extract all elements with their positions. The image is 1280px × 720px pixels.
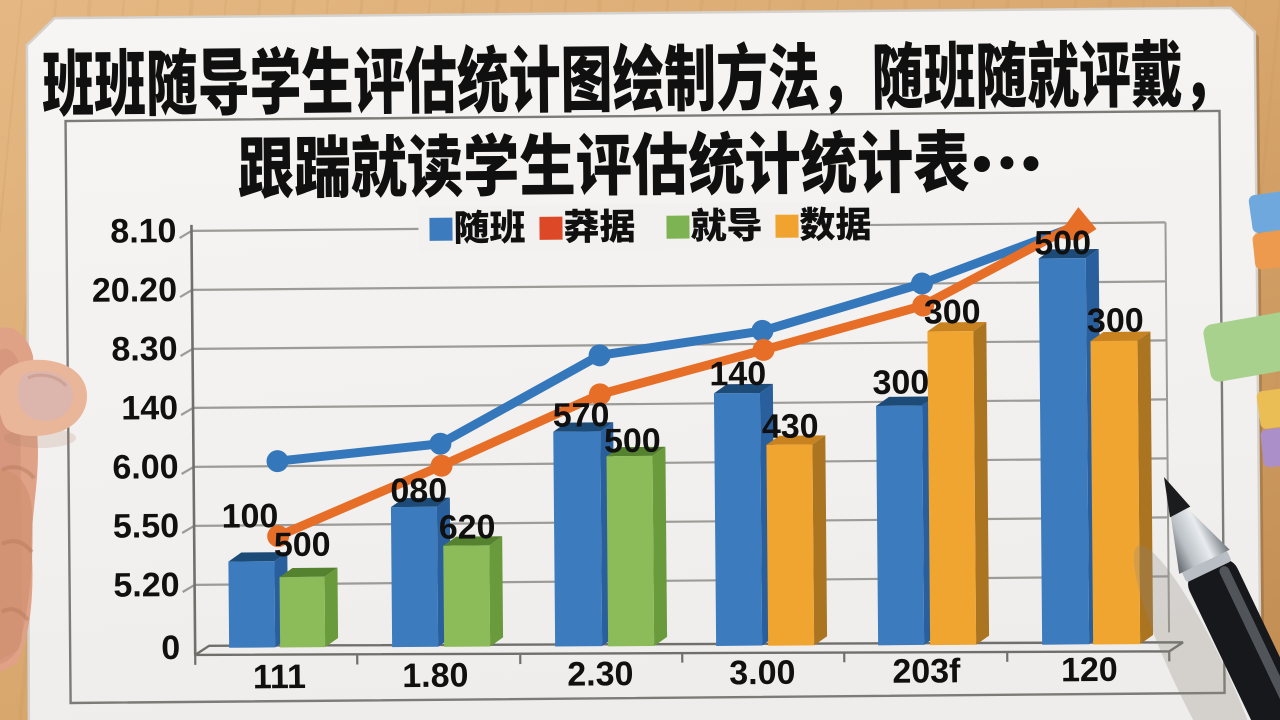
svg-text:6.00: 6.00: [112, 448, 179, 487]
svg-text:100: 100: [221, 497, 278, 535]
svg-text:5.20: 5.20: [113, 566, 180, 605]
svg-text:300: 300: [1087, 302, 1144, 340]
svg-text:2.30: 2.30: [567, 655, 634, 694]
svg-text:500: 500: [604, 422, 661, 460]
svg-text:620: 620: [439, 508, 496, 546]
svg-text:430: 430: [762, 407, 819, 445]
svg-text:1.80: 1.80: [402, 657, 469, 696]
svg-text:120: 120: [1061, 651, 1118, 689]
svg-text:080: 080: [390, 472, 447, 510]
svg-text:140: 140: [121, 389, 178, 427]
svg-text:8.30: 8.30: [111, 330, 178, 369]
svg-text:140: 140: [709, 355, 766, 393]
svg-text:500: 500: [274, 526, 331, 564]
svg-text:300: 300: [924, 293, 981, 331]
svg-text:500: 500: [1034, 224, 1091, 262]
svg-text:0: 0: [161, 629, 180, 667]
svg-text:20.20: 20.20: [92, 271, 177, 310]
svg-text:8.10: 8.10: [110, 212, 177, 251]
svg-text:111: 111: [253, 658, 306, 696]
svg-text:300: 300: [872, 363, 929, 401]
svg-text:570: 570: [553, 396, 610, 434]
svg-text:203f: 203f: [892, 652, 961, 691]
svg-text:3.00: 3.00: [729, 654, 796, 693]
svg-text:5.50: 5.50: [113, 507, 180, 546]
